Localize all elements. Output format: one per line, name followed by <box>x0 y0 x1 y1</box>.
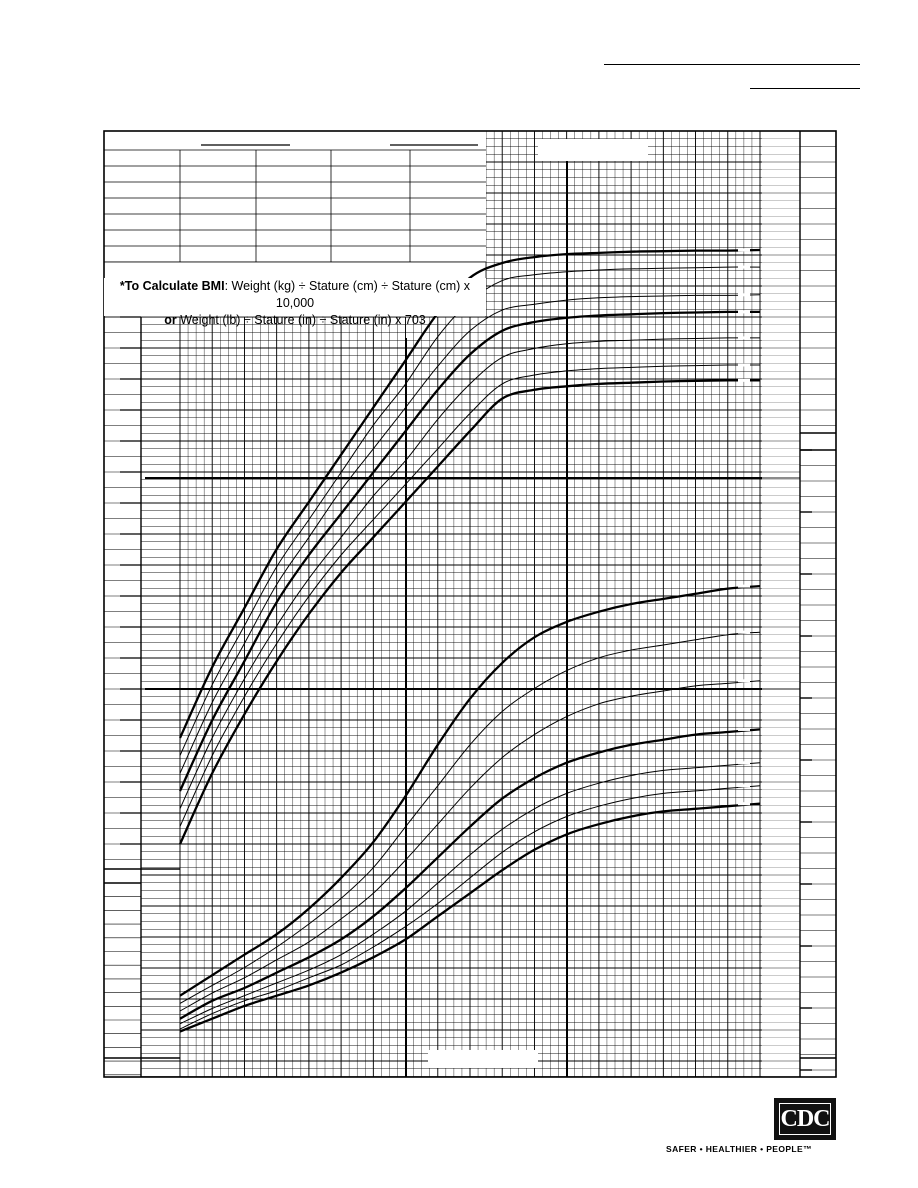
upper-series-3 <box>178 310 761 792</box>
right-scale-upper <box>800 131 836 433</box>
bmi-formula-line1: *To Calculate BMI: Weight (kg) ÷ Stature… <box>104 278 486 312</box>
lower-series-1 <box>179 631 761 1004</box>
bmi-formula-line2-bold: or <box>164 313 177 327</box>
lower-series-5 <box>179 785 761 1030</box>
lower-percentile-curves <box>179 584 761 1033</box>
bmi-formula-line2: or Weight (lb) ÷ Stature (in) ÷ Stature … <box>104 312 486 329</box>
cdc-logo-text: CDC <box>780 1105 831 1132</box>
cdc-tagline: SAFER • HEALTHIER • PEOPLE™ <box>666 1144 812 1154</box>
record-field-line <box>750 88 860 89</box>
lower-series-2 <box>179 680 761 1012</box>
upper-series-6 <box>178 379 761 845</box>
bmi-formula-note: *To Calculate BMI: Weight (kg) ÷ Stature… <box>104 278 486 327</box>
age-label-box-bottom <box>428 1050 538 1068</box>
right-scale-lower <box>800 450 836 1077</box>
bmi-formula-line2-text: Weight (lb) ÷ Stature (in) ÷ Stature (in… <box>176 313 426 327</box>
lower-series-3 <box>179 728 761 1020</box>
upper-percentile-curves <box>178 248 761 845</box>
outer-frame <box>103 130 837 1078</box>
age-label-box-top <box>538 139 648 161</box>
upper-series-5 <box>179 364 761 827</box>
bmi-formula-line1-bold: *To Calculate BMI <box>119 279 225 293</box>
lower-series-0 <box>179 584 761 997</box>
bmi-formula-line1-text: : Weight (kg) ÷ Stature (cm) ÷ Stature (… <box>224 279 471 310</box>
upper-series-2 <box>179 294 761 774</box>
upper-series-4 <box>179 337 761 809</box>
lower-series-4 <box>179 762 761 1025</box>
lower-series-6 <box>179 802 761 1033</box>
cdc-logo: CDC <box>774 1098 836 1140</box>
right-label-band <box>762 131 800 1077</box>
chart-frame <box>103 130 837 1078</box>
name-field-line <box>604 64 860 65</box>
left-scale-lower <box>104 883 141 1077</box>
left-scale-upper <box>104 317 141 869</box>
